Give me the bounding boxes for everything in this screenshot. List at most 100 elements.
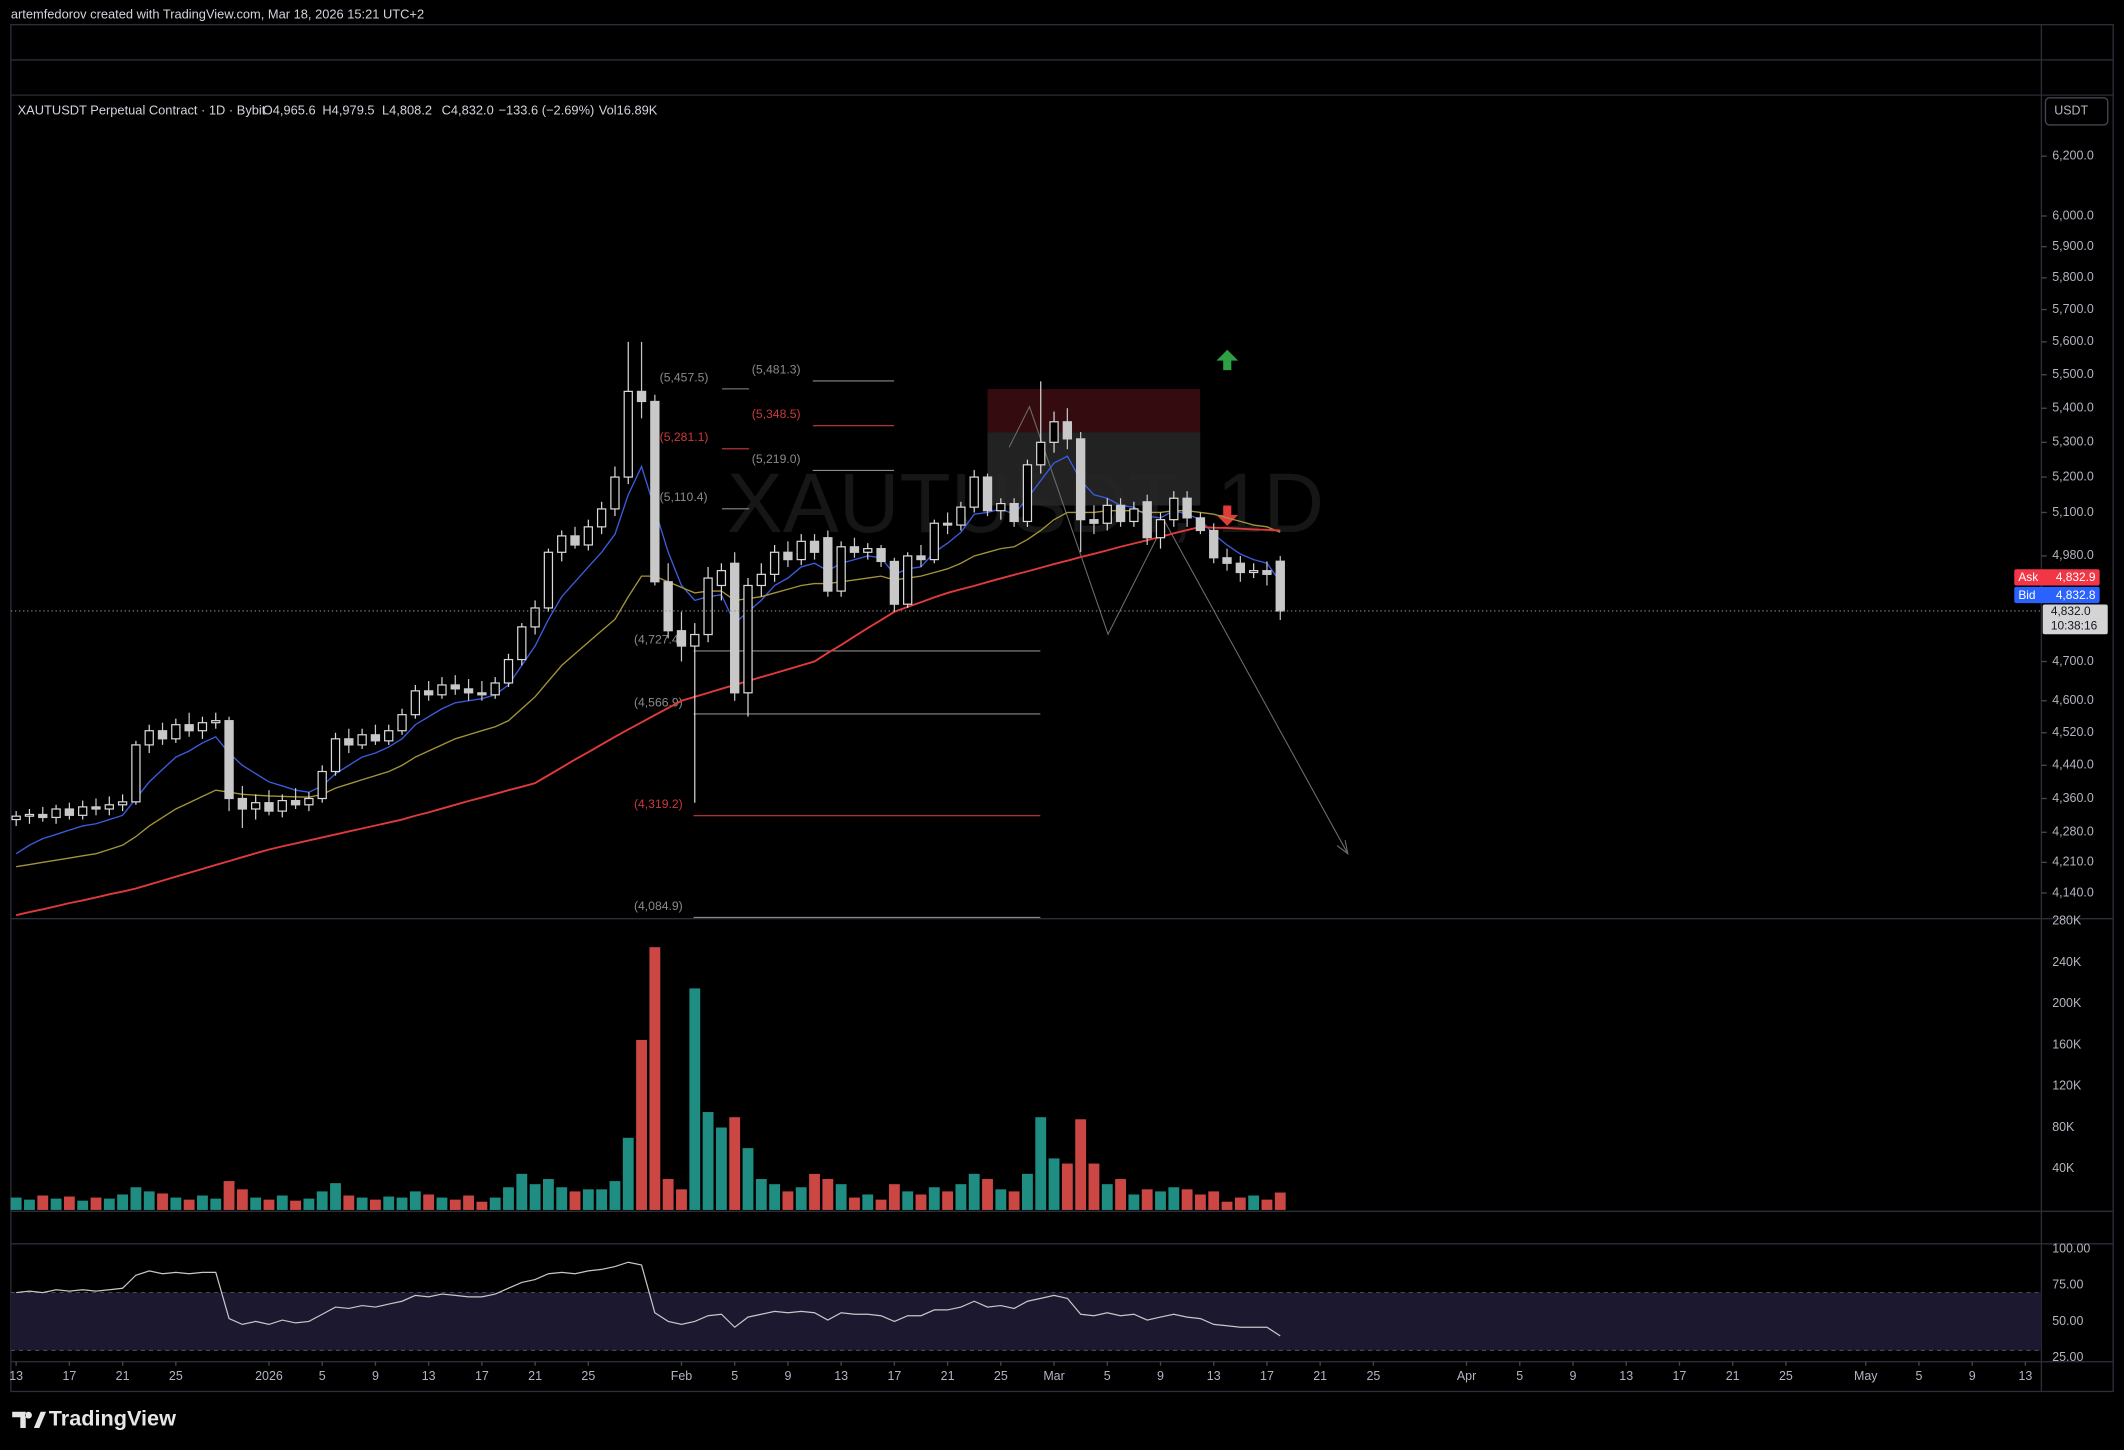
candle-body (384, 730, 394, 742)
volume-bar (90, 1197, 102, 1210)
volume-bar (755, 1179, 767, 1210)
candle-body (237, 797, 248, 810)
x-tick-label: 13 (834, 1369, 848, 1383)
volume-bar (223, 1181, 235, 1210)
volume-bar (370, 1199, 381, 1210)
y-tick-label: 6,000.0 (2052, 208, 2094, 222)
volume-bar (476, 1201, 488, 1210)
stop-zone (987, 389, 1201, 433)
candle-body (610, 476, 620, 510)
candle-body (836, 546, 846, 592)
volume-bar (10, 1197, 22, 1210)
candle-body (1155, 519, 1166, 539)
volume-bar (130, 1187, 142, 1210)
volume-bar (702, 1112, 714, 1210)
candle-body (903, 555, 913, 605)
attribution: artemfedorov created with TradingView.co… (11, 7, 424, 22)
sell-arrow (1216, 505, 1239, 526)
volume-bar (316, 1191, 328, 1210)
y-tick-label: 5,800.0 (2052, 270, 2094, 284)
volume-bar (1061, 1163, 1073, 1210)
candle-body (1262, 570, 1272, 575)
volume-bar (596, 1189, 608, 1210)
volume-bar (849, 1197, 860, 1210)
candle-body (517, 626, 527, 661)
x-tick-label: 21 (528, 1369, 542, 1383)
candle-body (184, 724, 194, 732)
candle-body (317, 770, 327, 800)
y-tick-label: 4,520.0 (2052, 725, 2094, 739)
candle-body (1222, 557, 1232, 564)
volume-bar (77, 1200, 89, 1210)
volume-bar (343, 1195, 355, 1210)
candle-body (1009, 502, 1019, 523)
candle-body (490, 682, 500, 696)
candle-body (823, 537, 833, 592)
fib-label: (5,219.0) (752, 452, 801, 466)
candle-body (157, 730, 168, 740)
x-tick-label: 5 (731, 1369, 738, 1383)
currency-label[interactable]: USDT (2054, 104, 2088, 118)
candle-body (916, 555, 926, 561)
volume-bar (1155, 1191, 1166, 1210)
currency-button[interactable] (2044, 97, 2109, 126)
candle-body (982, 476, 993, 512)
rsi-tick-label: 75.00 (2052, 1278, 2083, 1292)
volume-bar (356, 1197, 368, 1210)
candle-body (51, 808, 61, 819)
candle-body (250, 802, 261, 810)
candle-body (450, 684, 460, 690)
candle-body (863, 548, 873, 553)
x-tick-label: 9 (1969, 1369, 1976, 1383)
volume-bar (915, 1194, 927, 1210)
volume-bar (1048, 1158, 1060, 1210)
x-tick-label: 25 (1366, 1369, 1380, 1383)
volume-bar (875, 1199, 887, 1210)
volume-tick-label: 240K (2052, 955, 2082, 969)
candle-body (1235, 562, 1246, 574)
fib-label: (5,281.1) (660, 430, 709, 444)
candle-body (570, 535, 580, 546)
volume-bar (1168, 1187, 1180, 1210)
volume-tick-label: 80K (2052, 1120, 2075, 1134)
volume-bar (516, 1173, 528, 1210)
volume-tick-label: 160K (2052, 1037, 2082, 1051)
candle-body (703, 577, 713, 636)
candle-body (1089, 519, 1099, 524)
volume-bar (396, 1197, 408, 1210)
legend-open: O4,965.6 (263, 103, 316, 118)
candle-body (1049, 421, 1059, 443)
volume-bar (769, 1184, 781, 1210)
candle-body (1248, 570, 1259, 574)
logo: TradingView (12, 1406, 176, 1431)
candle-body (756, 573, 766, 587)
volume-bar (383, 1196, 395, 1210)
candle-body (104, 804, 114, 810)
last-price: 4,832.0 (2051, 604, 2091, 618)
volume-bar (1035, 1117, 1047, 1210)
x-tick-label: 21 (116, 1369, 130, 1383)
candle-body (663, 581, 673, 632)
volume-bar (170, 1197, 182, 1210)
x-tick-label: 17 (887, 1369, 901, 1383)
candle-body (370, 734, 381, 742)
candle-body (530, 607, 540, 628)
x-tick-label: 17 (1260, 1369, 1274, 1383)
y-tick-label: 4,700.0 (2052, 654, 2094, 668)
volume-bar (622, 1137, 634, 1210)
volume-bar (409, 1191, 421, 1210)
volume-bar (183, 1199, 195, 1210)
volume-bar (942, 1191, 954, 1210)
candle-body (676, 630, 687, 647)
candle-body (503, 658, 514, 684)
candle-body (1036, 441, 1046, 466)
candle-body (171, 724, 181, 740)
volume-bar (636, 1039, 647, 1210)
moving-average (15, 525, 1281, 917)
candle-body (783, 551, 793, 561)
volume-bar (303, 1198, 315, 1210)
y-tick-label: 4,980.0 (2052, 548, 2094, 562)
volume-bar (290, 1200, 302, 1210)
volume-bar (1141, 1189, 1153, 1210)
candle-body (117, 801, 128, 806)
